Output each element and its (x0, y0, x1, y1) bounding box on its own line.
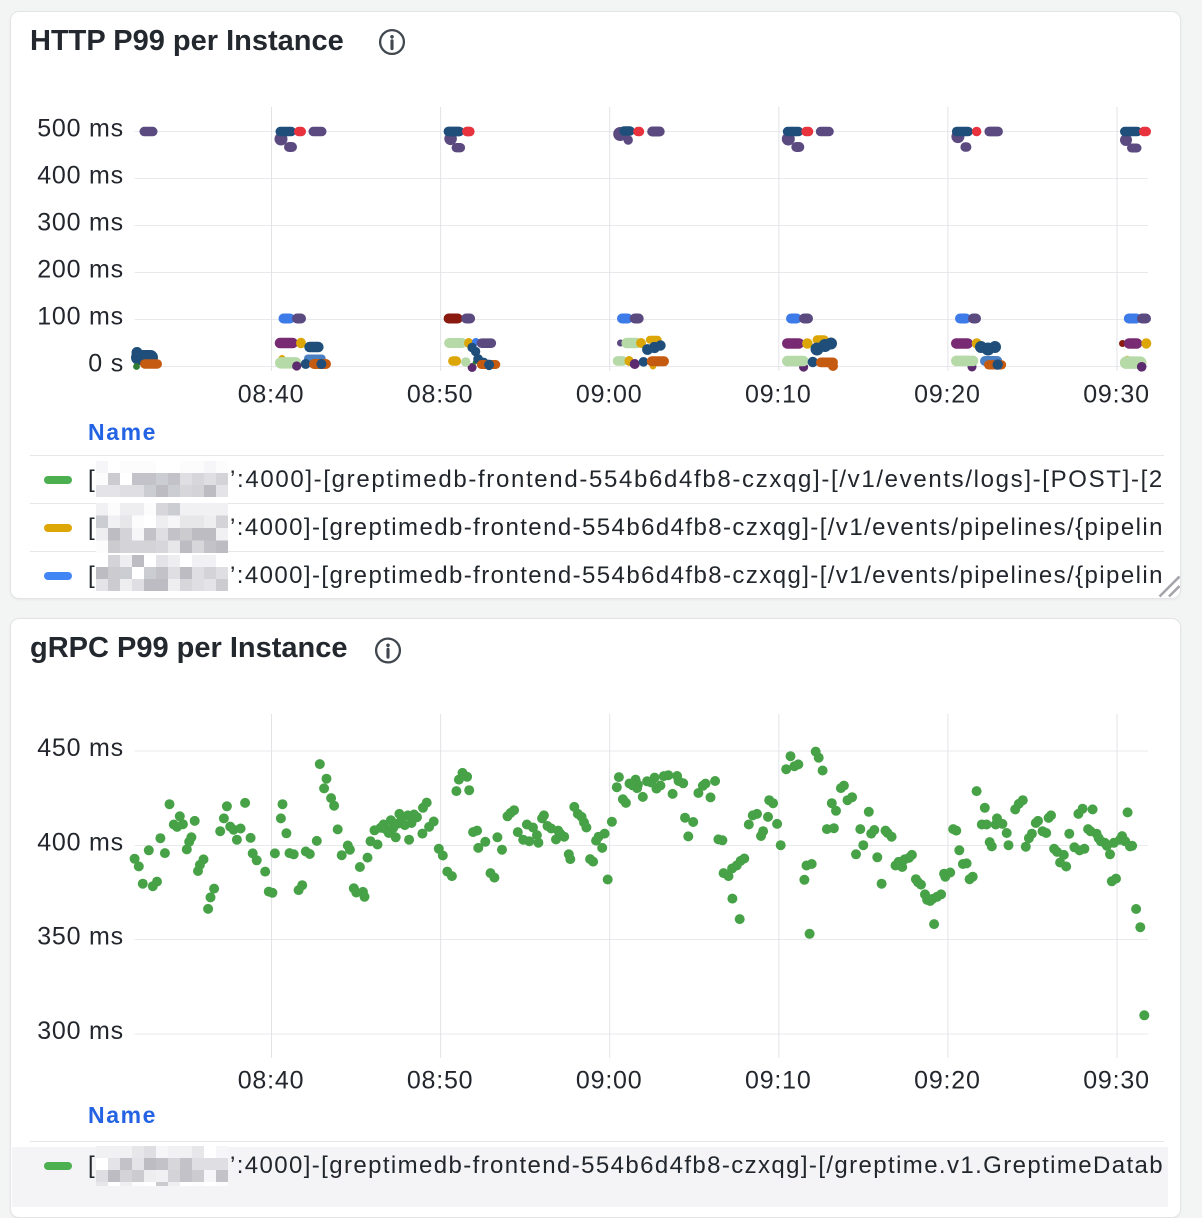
svg-text:09:30: 09:30 (1083, 1067, 1150, 1095)
svg-text:0 s: 0 s (88, 350, 124, 378)
svg-text:09:00: 09:00 (576, 381, 643, 409)
svg-text:200 ms: 200 ms (37, 256, 124, 284)
svg-text:09:30: 09:30 (1083, 381, 1150, 409)
svg-text:100 ms: 100 ms (37, 303, 124, 331)
svg-text:08:40: 08:40 (238, 381, 305, 409)
svg-text:09:10: 09:10 (745, 1067, 812, 1095)
svg-text:09:00: 09:00 (576, 1067, 643, 1095)
svg-text:450 ms: 450 ms (37, 734, 124, 762)
svg-text:400 ms: 400 ms (37, 829, 124, 857)
svg-text:09:20: 09:20 (914, 381, 981, 409)
svg-text:300 ms: 300 ms (37, 209, 124, 237)
svg-text:350 ms: 350 ms (37, 923, 124, 951)
svg-text:300 ms: 300 ms (37, 1017, 124, 1045)
svg-text:09:10: 09:10 (745, 381, 812, 409)
svg-text:08:50: 08:50 (407, 381, 474, 409)
svg-text:09:20: 09:20 (914, 1067, 981, 1095)
svg-text:08:50: 08:50 (407, 1067, 474, 1095)
svg-text:400 ms: 400 ms (37, 162, 124, 190)
svg-text:08:40: 08:40 (238, 1067, 305, 1095)
svg-text:500 ms: 500 ms (37, 115, 124, 143)
